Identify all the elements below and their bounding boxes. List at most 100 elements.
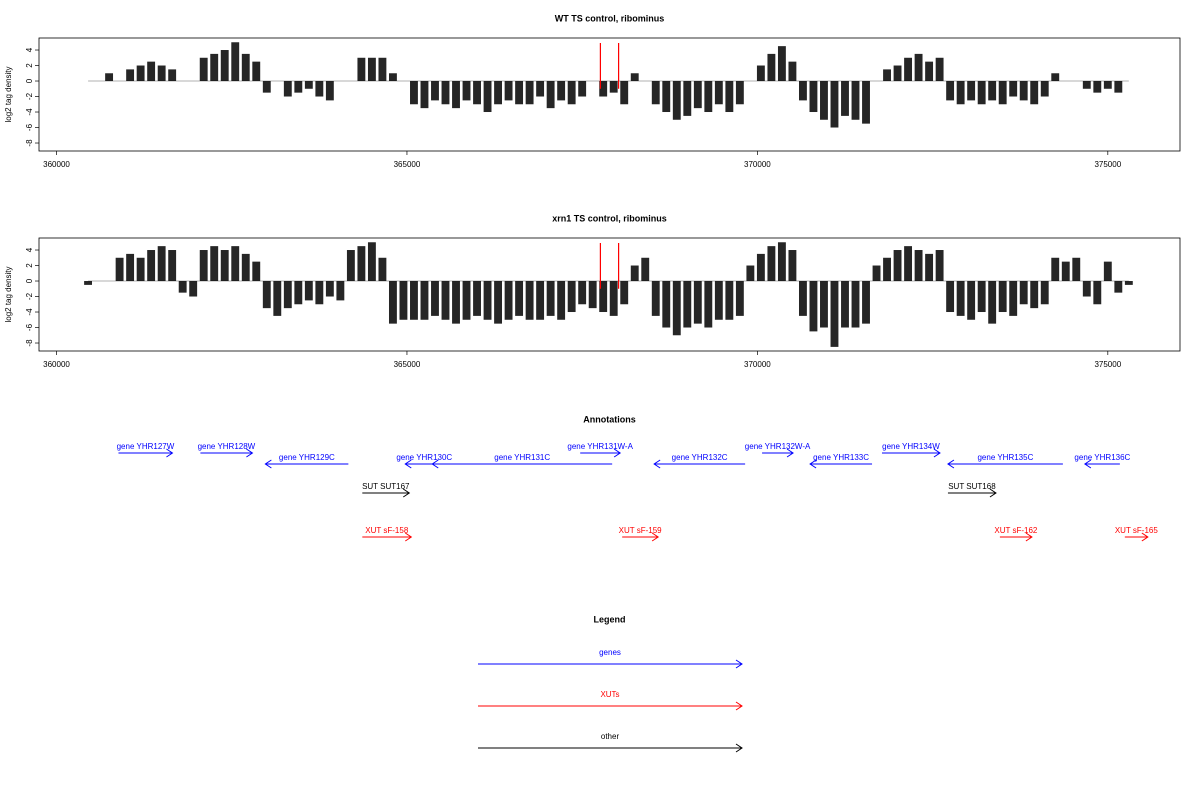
bar bbox=[620, 281, 629, 305]
y-tick-label: 4 bbox=[25, 47, 34, 52]
bar bbox=[483, 81, 492, 113]
bar bbox=[410, 81, 418, 105]
bar bbox=[609, 281, 618, 316]
bar bbox=[136, 65, 145, 82]
bar bbox=[199, 57, 208, 82]
y-tick-label: -4 bbox=[25, 108, 34, 116]
feature-label: gene YHR128W bbox=[198, 442, 256, 451]
bar bbox=[252, 61, 261, 82]
bar bbox=[798, 281, 807, 316]
bar bbox=[620, 81, 629, 105]
bar bbox=[567, 281, 576, 313]
bar bbox=[777, 46, 786, 82]
bar bbox=[683, 281, 692, 328]
bar bbox=[935, 57, 944, 82]
bar bbox=[820, 81, 828, 120]
x-tick-label: 370000 bbox=[744, 360, 771, 369]
bar bbox=[1124, 281, 1133, 285]
bar bbox=[168, 69, 177, 82]
bar bbox=[494, 81, 503, 105]
y-tick-label: -8 bbox=[25, 339, 34, 347]
bar bbox=[178, 281, 187, 293]
chart-title: xrn1 TS control, ribominus bbox=[552, 213, 667, 223]
bar bbox=[998, 281, 1007, 313]
bar bbox=[241, 253, 250, 282]
bar bbox=[241, 53, 250, 82]
bar bbox=[1009, 281, 1018, 316]
arrow-head bbox=[405, 532, 413, 542]
arrow-head bbox=[1025, 532, 1033, 542]
y-tick-label: -4 bbox=[25, 308, 34, 316]
bar bbox=[777, 242, 786, 282]
bar bbox=[988, 281, 997, 324]
legend-label: other bbox=[601, 732, 620, 741]
bar bbox=[557, 281, 566, 320]
bar bbox=[452, 81, 460, 109]
y-tick-label: 4 bbox=[25, 247, 34, 252]
bar bbox=[315, 281, 324, 305]
feature-label: gene YHR135C bbox=[977, 453, 1033, 462]
arrow-head bbox=[735, 743, 743, 753]
bar bbox=[168, 250, 177, 282]
bar bbox=[578, 81, 587, 97]
x-tick-label: 370000 bbox=[744, 160, 771, 169]
bar bbox=[914, 53, 923, 82]
bar bbox=[304, 81, 313, 89]
annotations-title: Annotations bbox=[583, 414, 636, 424]
bar bbox=[483, 281, 492, 320]
bar bbox=[893, 250, 902, 282]
bar bbox=[546, 281, 555, 316]
bar bbox=[767, 53, 776, 82]
bar bbox=[304, 281, 313, 301]
bar bbox=[820, 281, 828, 328]
bar bbox=[515, 81, 524, 105]
bar bbox=[683, 81, 692, 116]
bar bbox=[714, 81, 723, 105]
bar bbox=[1040, 281, 1049, 305]
bar bbox=[946, 281, 955, 313]
y-tick-label: 2 bbox=[25, 263, 34, 268]
plot-frame bbox=[38, 237, 1181, 352]
arrow-head bbox=[166, 448, 174, 458]
arrow-head bbox=[651, 532, 660, 542]
bar bbox=[189, 281, 198, 297]
legend-label: genes bbox=[599, 648, 621, 657]
bar bbox=[294, 81, 303, 93]
bar bbox=[346, 250, 355, 282]
bar bbox=[231, 246, 240, 282]
bar bbox=[672, 81, 681, 120]
bar bbox=[883, 257, 891, 282]
bar bbox=[977, 81, 986, 105]
bar bbox=[252, 261, 261, 282]
y-axis-label: log2 tag density bbox=[4, 66, 13, 122]
bar bbox=[525, 281, 534, 320]
arrow-head bbox=[809, 459, 817, 469]
bar bbox=[851, 281, 860, 328]
bar bbox=[536, 281, 545, 320]
arrow-head bbox=[246, 448, 254, 458]
y-tick-label: -8 bbox=[25, 139, 34, 147]
bar bbox=[1040, 81, 1049, 97]
bar bbox=[136, 257, 145, 282]
feature-label: gene YHR129C bbox=[279, 453, 335, 462]
bar bbox=[1019, 281, 1028, 305]
bar bbox=[599, 281, 608, 313]
bar bbox=[662, 81, 671, 113]
bar bbox=[735, 281, 744, 316]
bar bbox=[925, 61, 934, 82]
bar bbox=[851, 81, 860, 120]
bar bbox=[977, 281, 986, 313]
bar bbox=[420, 81, 429, 109]
bar bbox=[494, 281, 503, 324]
bar bbox=[967, 281, 976, 320]
feature-label: gene YHR131W-A bbox=[567, 442, 633, 451]
bar bbox=[641, 257, 650, 282]
bar bbox=[378, 57, 387, 82]
bar bbox=[904, 246, 913, 282]
bar bbox=[914, 250, 923, 282]
bar bbox=[1082, 281, 1091, 297]
bar bbox=[956, 281, 965, 316]
bar bbox=[325, 81, 334, 101]
bar bbox=[147, 250, 156, 282]
